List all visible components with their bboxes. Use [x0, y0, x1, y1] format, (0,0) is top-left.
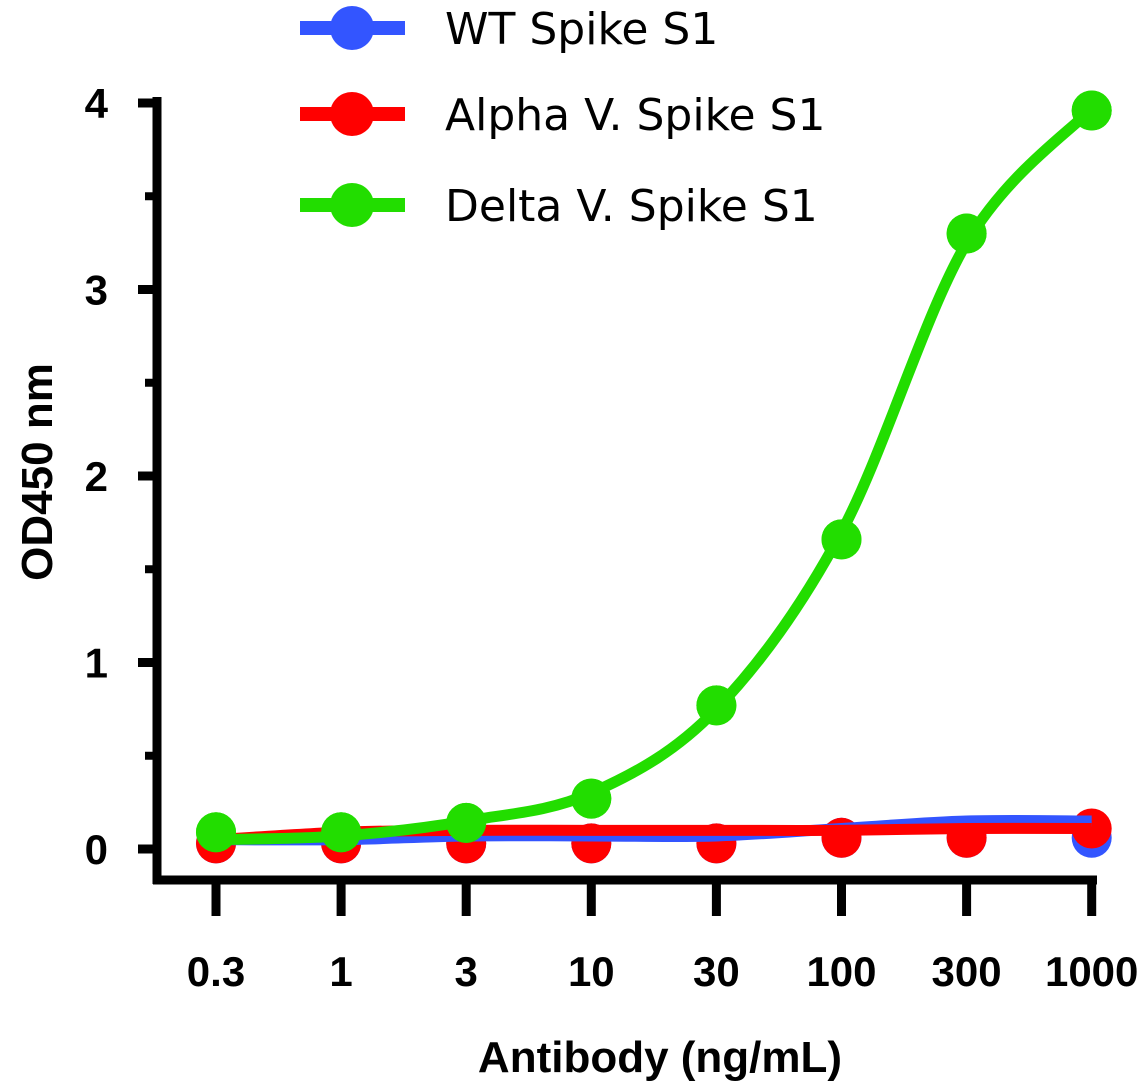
data-point	[321, 812, 362, 853]
x-tick-label: 1	[329, 948, 352, 995]
legend-label: Delta V. Spike S1	[445, 181, 818, 232]
legend-marker	[330, 183, 374, 227]
legend-entry: Alpha V. Spike S1	[300, 90, 825, 141]
x-tick-label: 300	[932, 948, 1002, 995]
x-tick-label: 10	[568, 948, 615, 995]
legend-label: WT Spike S1	[445, 4, 718, 55]
x-tick-label: 1000	[1045, 948, 1138, 995]
legend-entry: Delta V. Spike S1	[300, 181, 818, 232]
legend: WT Spike S1 Alpha V. Spike S1 Delta V. Spi…	[300, 4, 825, 232]
y-axis-label: OD450 nm	[13, 363, 62, 581]
data-point	[446, 802, 487, 843]
legend-entry: WT Spike S1	[300, 4, 718, 55]
data-point	[571, 778, 612, 819]
data-point	[1071, 90, 1112, 131]
legend-marker	[330, 92, 374, 136]
data-point	[946, 213, 987, 254]
x-tick-label: 30	[693, 948, 740, 995]
x-tick-label: 100	[806, 948, 876, 995]
x-tick-label: 3	[455, 948, 478, 995]
axes: 0 1 2 3 4 0.3 1 3 10 30 100 300 1000	[85, 80, 1139, 995]
x-axis-label: Antibody (ng/mL)	[478, 1033, 842, 1082]
y-tick-label: 0	[85, 826, 108, 873]
data-point	[696, 685, 737, 726]
series-layer	[196, 90, 1112, 864]
y-tick-label: 1	[85, 640, 108, 687]
y-tick-label: 4	[85, 80, 109, 127]
x-tick-label: 0.3	[187, 948, 245, 995]
y-tick-label: 2	[85, 453, 108, 500]
data-point	[821, 519, 862, 560]
legend-marker	[330, 6, 374, 50]
legend-label: Alpha V. Spike S1	[445, 90, 825, 141]
data-point	[196, 812, 236, 853]
y-tick-label: 3	[85, 267, 108, 314]
